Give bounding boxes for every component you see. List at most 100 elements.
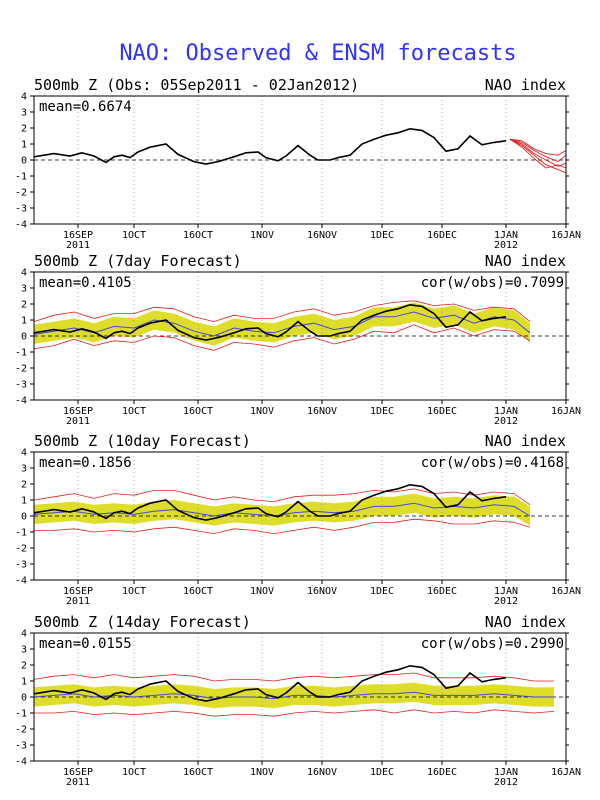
x-tick-label: 16DEC [427,230,457,241]
y-tick-label: 4 [21,448,27,459]
x-tick-year-label: 2011 [66,777,90,788]
y-tick-label: 3 [21,464,27,475]
x-tick-label: 1DEC [370,230,394,241]
x-tick-label: 16JAN [551,586,581,597]
correlation-label: cor(w/obs)=0.7099 [421,275,564,291]
x-tick-year-label: 2012 [494,777,518,788]
y-tick-label: 0 [21,512,27,523]
y-tick-label: -2 [15,725,27,736]
x-tick-label: 1DEC [370,767,394,778]
x-tick-label: 1DEC [370,586,394,597]
envelope-upper-line [33,672,554,682]
ensemble-member-line [509,138,567,163]
panel-title: 500mb Z (Obs: 05Sep2011 - 02Jan2012) [34,76,359,94]
x-tick-label: 16OCT [183,767,213,778]
x-tick-label: 1DEC [370,406,394,417]
y-tick-label: 2 [21,124,27,135]
x-tick-label: 1NOV [250,406,274,417]
envelope-upper-line [33,300,531,323]
panel-4: 500mb Z (14day Forecast) NAO index 4 3 2 1 0 -1… [15,613,581,788]
x-tick-label: 1OCT [122,406,146,417]
y-tick-label: 3 [21,108,27,119]
y-tick-label: 2 [21,480,27,491]
y-tick-label: 1 [21,677,27,688]
y-tick-label: 1 [21,496,27,507]
mean-label: mean=0.1856 [39,455,132,471]
x-tick-year-label: 2012 [494,240,518,251]
ens-mean-line [33,311,531,337]
correlation-label: cor(w/obs)=0.4168 [421,455,564,471]
y-tick-label: 0 [21,156,27,167]
x-tick-label: 16SEP [63,230,93,241]
y-tick-label: 0 [21,693,27,704]
envelope-upper-line [33,488,531,506]
y-tick-label: -1 [15,348,27,359]
x-tick-label: 16NOV [307,586,337,597]
y-tick-label: 3 [21,645,27,656]
ensemble-member-line [509,138,567,169]
x-tick-label: 1JAN [494,230,518,241]
x-tick-label: 16OCT [183,586,213,597]
spread-band [34,302,530,346]
x-tick-label: 1NOV [250,230,274,241]
y-tick-label: 1 [21,316,27,327]
ensemble-member-line [509,138,567,167]
x-tick-year-label: 2011 [66,596,90,607]
x-tick-label: 1JAN [494,586,518,597]
y-tick-label: -1 [15,172,27,183]
ensemble-member-line [509,138,567,156]
y-tick-label: 0 [21,332,27,343]
y-tick-label: 4 [21,268,27,279]
y-tick-label: -3 [15,741,27,752]
x-tick-year-label: 2011 [66,240,90,251]
y-tick-label: 2 [21,661,27,672]
panels: 500mb Z (Obs: 05Sep2011 - 02Jan2012) NAO … [15,76,581,788]
x-tick-label: 16JAN [551,230,581,241]
y-tick-label: -3 [15,204,27,215]
y-tick-label: 1 [21,140,27,151]
x-tick-year-label: 2011 [66,416,90,427]
x-tick-label: 1JAN [494,406,518,417]
y-tick-label: 4 [21,92,27,103]
x-tick-label: 1JAN [494,767,518,778]
correlation-label: cor(w/obs)=0.2990 [421,636,564,652]
y-tick-label: 2 [21,300,27,311]
y-tick-label: -4 [15,220,27,231]
envelope-lower-line [34,709,555,717]
x-tick-label: 16OCT [183,406,213,417]
x-tick-label: 16JAN [551,406,581,417]
mean-label: mean=0.4105 [39,275,132,291]
panel-right-label: NAO index [485,613,566,631]
ensemble-member-line [509,138,567,174]
panel-right-label: NAO index [485,432,566,450]
x-tick-label: 1OCT [122,230,146,241]
x-tick-year-label: 2012 [494,596,518,607]
panel-right-label: NAO index [485,252,566,270]
y-tick-label: -4 [15,576,27,587]
x-tick-label: 16NOV [307,230,337,241]
y-tick-label: -4 [15,757,27,768]
y-tick-label: -1 [15,528,27,539]
observed-line [33,664,507,702]
y-tick-label: -1 [15,709,27,720]
y-tick-label: -4 [15,396,27,407]
x-tick-label: 16NOV [307,406,337,417]
x-tick-label: 1NOV [250,767,274,778]
x-tick-label: 16DEC [427,406,457,417]
y-tick-label: -3 [15,380,27,391]
x-tick-year-label: 2012 [494,416,518,427]
x-tick-label: 16SEP [63,767,93,778]
mean-label: mean=0.0155 [39,636,132,652]
y-tick-label: -2 [15,188,27,199]
panel-title: 500mb Z (14day Forecast) [34,613,251,631]
panel-title: 500mb Z (7day Forecast) [34,252,242,270]
panel-title: 500mb Z (10day Forecast) [34,432,251,450]
envelope-lower-line [34,518,531,535]
x-tick-label: 16JAN [551,767,581,778]
mean-label: mean=0.6674 [39,99,132,115]
y-tick-label: 4 [21,629,27,640]
panel-2: 500mb Z (7day Forecast) NAO index 4 3 2 1 0 -1 -… [15,252,581,427]
x-tick-label: 16NOV [307,767,337,778]
y-tick-label: -2 [15,364,27,375]
